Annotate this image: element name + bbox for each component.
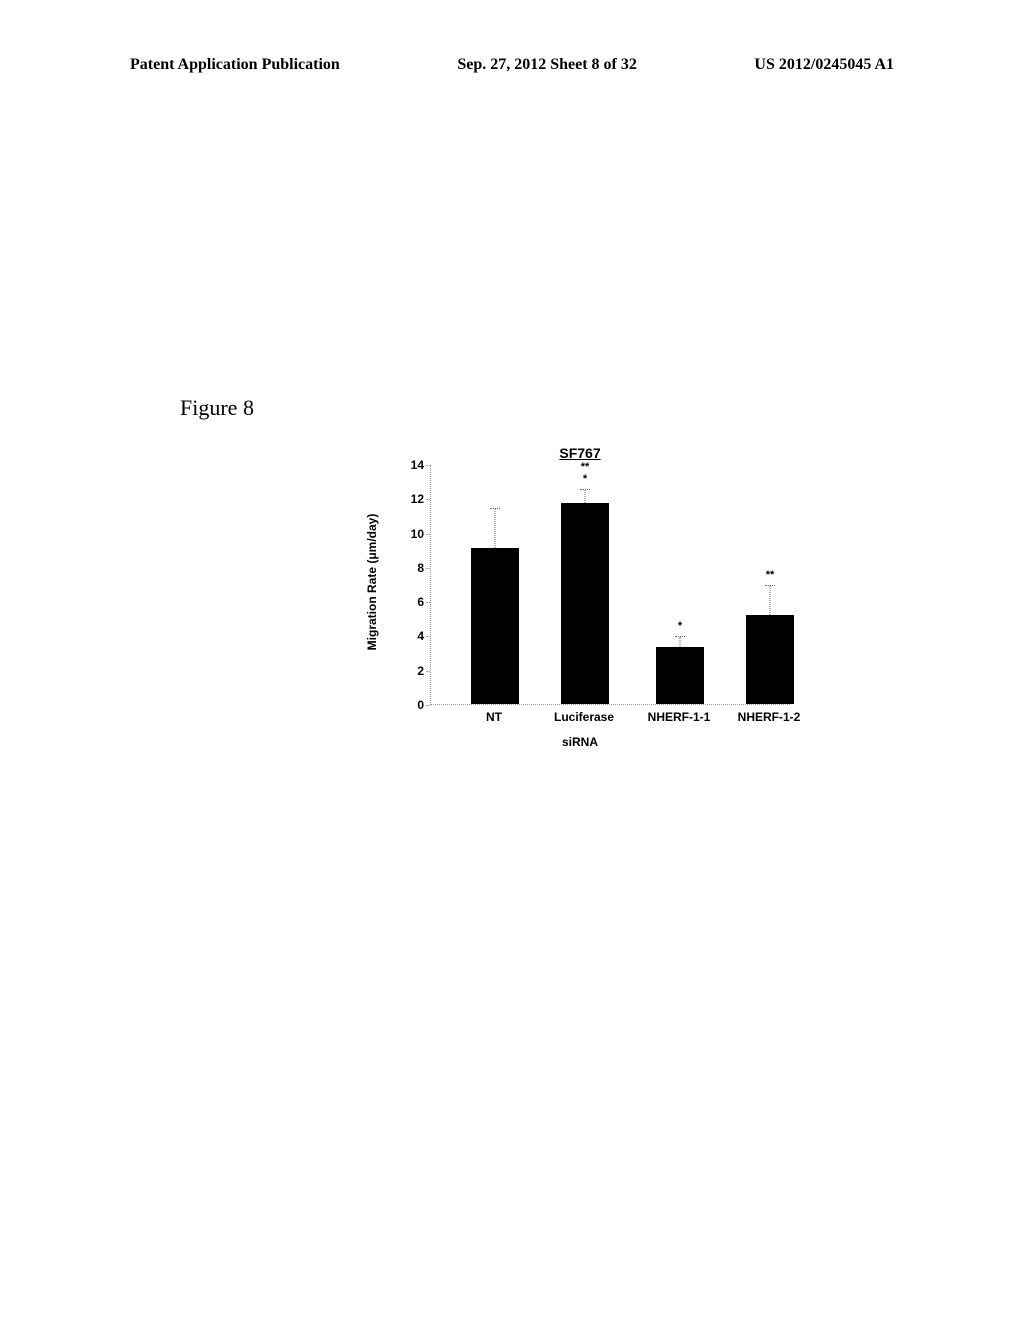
y-tick-label: 2 <box>400 664 424 678</box>
significance-marker: * <box>678 620 682 632</box>
bar <box>746 615 794 704</box>
y-axis-label: Migration Rate (μm/day) <box>365 514 379 651</box>
y-tick-label: 8 <box>400 561 424 575</box>
header-center: Sep. 27, 2012 Sheet 8 of 32 <box>457 56 637 74</box>
chart-title: SF767 <box>559 445 600 461</box>
x-tick-label: NT <box>486 710 502 724</box>
error-cap <box>490 508 500 509</box>
header-left: Patent Application Publication <box>130 56 340 74</box>
x-tick-label: Luciferase <box>554 710 614 724</box>
bar <box>561 503 609 704</box>
y-tick-mark <box>426 671 430 672</box>
x-tick-label: NHERF-1-2 <box>738 710 801 724</box>
y-tick-label: 12 <box>400 492 424 506</box>
bar <box>656 647 704 704</box>
significance-marker: * <box>583 473 587 485</box>
significance-marker: ** <box>766 569 775 581</box>
error-bar <box>585 490 586 504</box>
error-bar <box>770 586 771 615</box>
page-header: Patent Application Publication Sep. 27, … <box>0 56 1024 74</box>
plot-area: ****** <box>430 465 790 705</box>
bar <box>471 548 519 704</box>
y-tick-label: 14 <box>400 458 424 472</box>
y-tick-label: 0 <box>400 698 424 712</box>
y-tick-mark <box>426 499 430 500</box>
x-tick-label: NHERF-1-1 <box>648 710 711 724</box>
error-cap <box>675 636 685 637</box>
significance-marker: ** <box>581 461 590 473</box>
error-cap <box>765 585 775 586</box>
y-tick-mark <box>426 568 430 569</box>
bars-group: ****** <box>431 465 790 704</box>
y-tick-label: 4 <box>400 629 424 643</box>
y-tick-label: 10 <box>400 527 424 541</box>
x-axis-label: siRNA <box>562 735 598 749</box>
y-tick-mark <box>426 705 430 706</box>
header-right: US 2012/0245045 A1 <box>754 56 894 74</box>
y-tick-mark <box>426 534 430 535</box>
y-tick-label: 6 <box>400 595 424 609</box>
figure-label: Figure 8 <box>180 395 254 421</box>
error-bar <box>680 637 681 647</box>
y-tick-mark <box>426 465 430 466</box>
error-bar <box>495 509 496 548</box>
y-tick-mark <box>426 636 430 637</box>
error-cap <box>580 489 590 490</box>
y-tick-mark <box>426 602 430 603</box>
bar-chart: SF767 Migration Rate (μm/day) ****** siR… <box>360 445 800 755</box>
